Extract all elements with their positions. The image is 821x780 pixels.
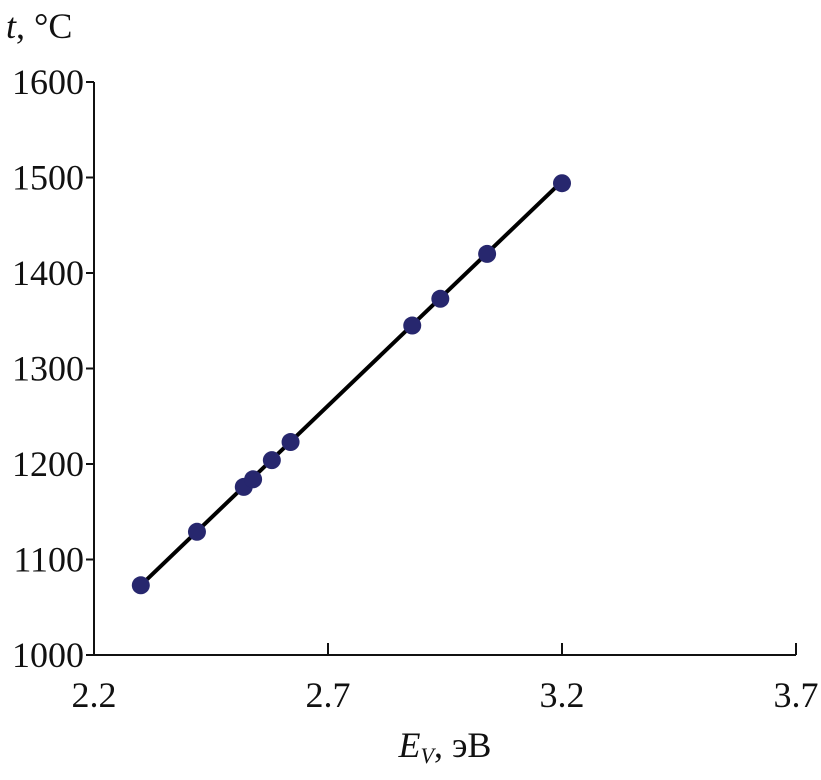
y-tick-label: 1000 [12,635,84,675]
data-point [281,433,300,452]
data-point [187,522,206,541]
data-point [553,174,571,193]
data-point [431,289,450,308]
y-axis-label: t, °C [6,6,72,46]
data-point [403,316,422,335]
y-label-unit: , °C [16,6,72,46]
y-tick-label: 1600 [12,62,84,102]
x-tick-label: 2.7 [306,675,351,715]
y-tick-label: 1100 [13,540,84,580]
x-label-subscript: V [421,743,437,768]
x-tick-label: 3.2 [540,675,585,715]
x-axis-label: EV, эВ [398,725,492,768]
data-point [131,576,150,595]
y-label-symbol: t [6,6,17,46]
data-point [244,470,263,489]
y-tick-label: 1500 [12,158,84,198]
x-label-symbol: E [398,725,421,765]
y-tick-label: 1400 [12,253,84,293]
fit-line [139,179,564,587]
y-tick-label: 1300 [12,349,84,389]
x-tick-label: 3.7 [774,675,819,715]
data-point [478,244,497,263]
x-label-unit: , эВ [434,725,491,765]
x-tick-label: 2.2 [72,675,117,715]
y-tick-label: 1200 [12,444,84,484]
data-point [262,451,281,470]
